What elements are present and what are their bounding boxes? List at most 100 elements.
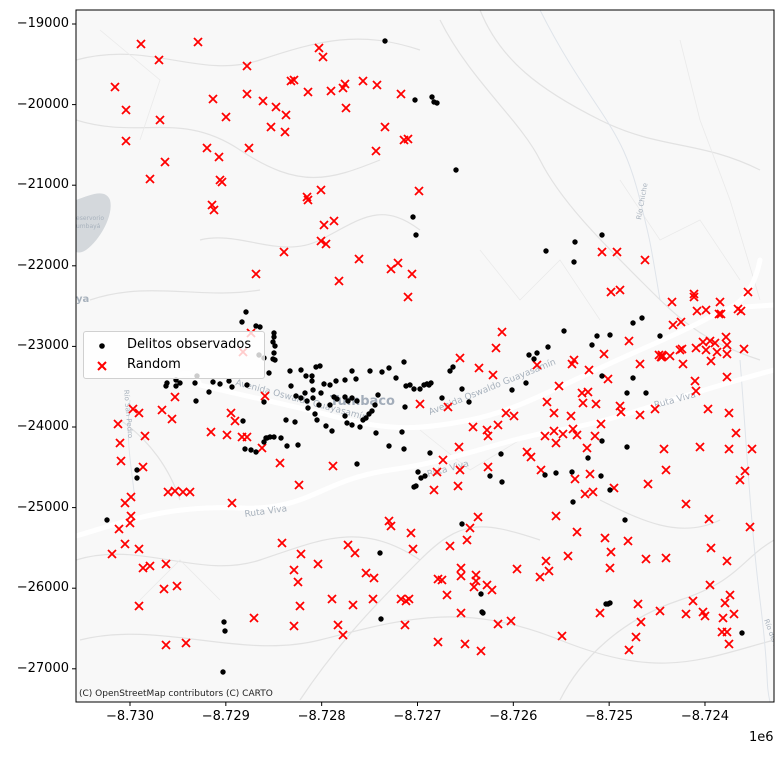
random-point [230,416,240,426]
random-point [326,86,336,96]
x-tick-label: −8.725 [585,709,634,724]
random-point [540,431,550,441]
y-tick-label: −20000 [16,96,69,112]
random-point [483,462,493,472]
random-point [160,157,170,167]
random-point [570,474,580,484]
random-point [701,305,711,315]
series-random [107,37,757,656]
observed-crime-point [373,430,379,436]
observed-crime-point [342,394,348,400]
random-point [643,479,653,489]
y-tick-label: −21000 [16,177,69,193]
random-point [725,590,735,600]
y-tick-label: −19000 [16,16,69,31]
random-point [706,356,716,366]
random-point [456,563,466,573]
observed-crime-point [193,398,199,404]
random-point [735,475,745,485]
observed-crime-point [309,373,315,379]
observed-crime-point [310,395,316,401]
observed-crime-point [210,379,216,385]
x-tick-label: −8.729 [201,709,250,724]
observed-crime-point [393,375,399,381]
random-point [157,405,167,415]
observed-crime-point [453,167,459,173]
observed-crime-point [271,334,277,340]
random-point [260,391,270,401]
random-point [214,152,224,162]
random-point [705,336,715,346]
random-point [222,430,232,440]
random-point [456,571,466,581]
random-point [437,575,447,585]
random-point [704,514,714,524]
observed-crime-point [624,390,630,396]
random-point [509,411,519,421]
observed-crime-point [402,404,408,410]
random-point [303,87,313,97]
observed-crime-point [599,373,605,379]
x-marker-icon [97,361,107,371]
observed-crime-point [526,352,532,358]
random-point [208,94,218,104]
observed-crime-point [177,380,183,386]
observed-crime-point [257,324,263,330]
random-point [706,543,716,553]
observed-crime-point [283,417,289,423]
random-point [688,596,698,606]
random-point [506,616,516,626]
observed-crime-point [422,473,428,479]
random-point [551,511,561,521]
random-point [532,360,542,370]
observed-crime-point [499,479,505,485]
x-tick-label: −8.724 [680,709,730,724]
observed-crime-point [572,239,578,245]
random-point [329,216,339,226]
observed-crime-point [163,383,169,389]
random-point [635,410,645,420]
random-point [302,192,312,202]
observed-crime-point [459,521,465,527]
random-point [612,247,622,257]
random-point [541,556,551,566]
random-point [689,292,699,302]
observed-crime-point [217,381,223,387]
random-point [691,343,701,353]
random-point [493,619,503,629]
observed-crime-point [412,97,418,103]
observed-crime-point [357,424,363,430]
observed-crime-point [317,363,323,369]
observed-crime-point [639,315,645,321]
x-tick-label: −8.728 [297,709,346,724]
observed-crime-point [349,368,355,374]
random-point [121,136,131,146]
random-point [140,431,150,441]
random-point [438,455,448,465]
observed-crime-point [271,434,277,440]
random-point [295,601,305,611]
random-point [249,613,259,623]
random-point [145,561,155,571]
random-point [454,442,464,452]
random-point [482,425,492,435]
observed-crime-point [292,419,298,425]
random-point [655,606,665,616]
observed-crime-point [310,387,316,393]
random-point [350,548,360,558]
random-point [615,401,625,411]
x-tick-label: −8.727 [393,709,442,724]
random-point [251,269,261,279]
random-point [338,630,348,640]
random-point [721,332,731,342]
random-point [237,432,247,442]
random-point [512,564,522,574]
observed-crime-point [312,411,318,417]
random-point [497,327,507,337]
legend-label: Random [127,357,181,372]
observed-crime-point [379,369,385,375]
random-point [313,559,323,569]
observed-crime-point [367,368,373,374]
random-point [568,424,578,434]
observed-crime-point [429,94,435,100]
